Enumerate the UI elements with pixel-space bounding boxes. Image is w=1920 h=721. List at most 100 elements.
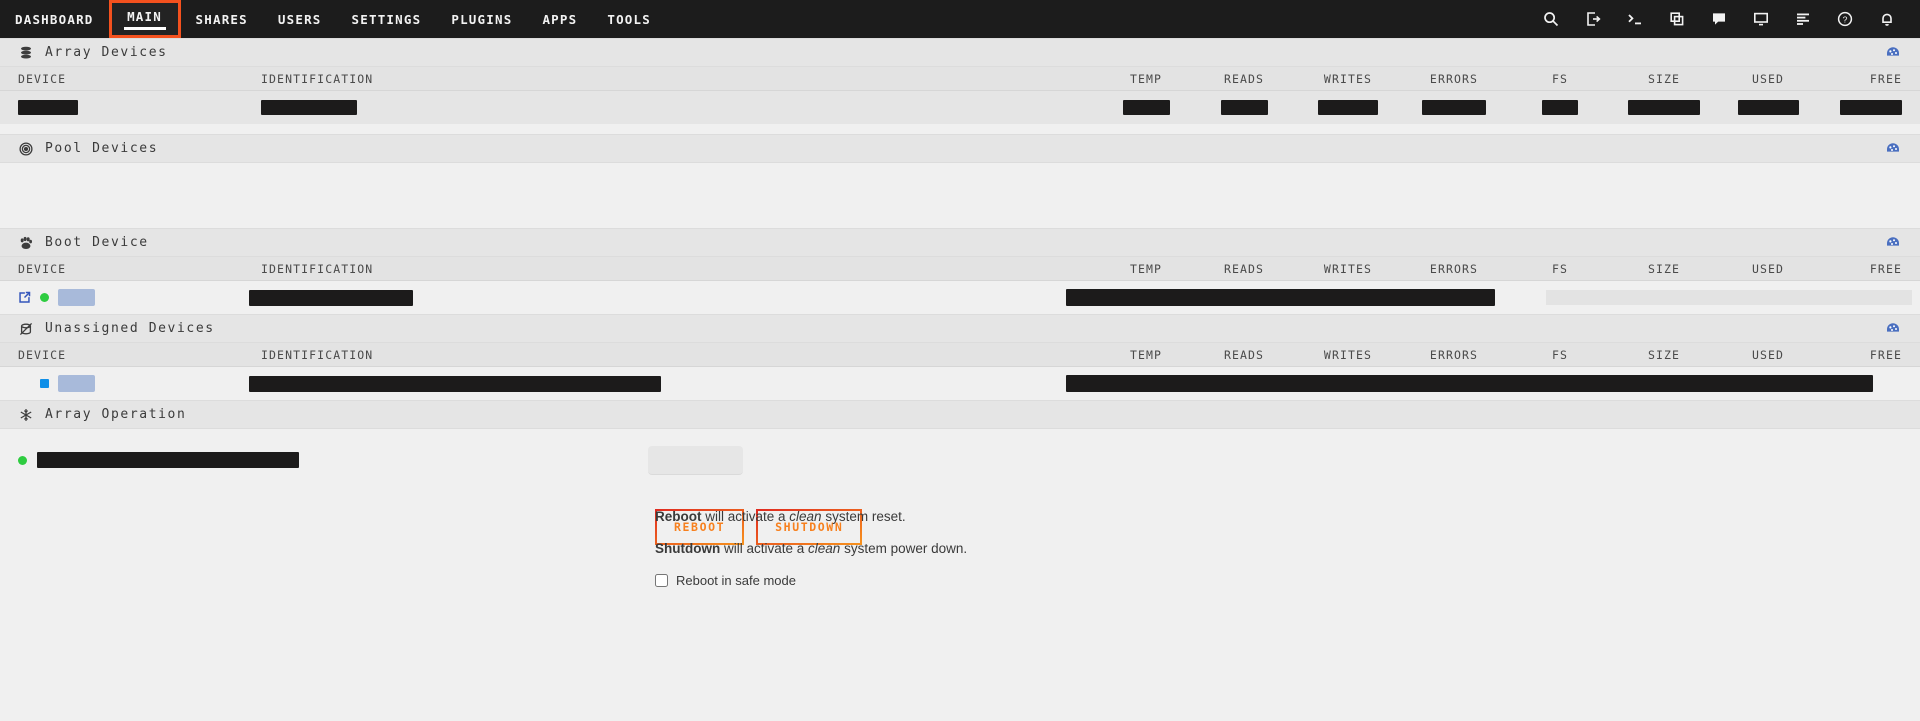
column-header-reads: READS <box>1223 347 1265 362</box>
cell-metrics-redacted <box>1046 375 1920 392</box>
column-header-identification: IDENTIFICATION <box>261 347 374 362</box>
terminal-icon[interactable] <box>1626 10 1644 28</box>
redacted-value <box>1066 375 1874 392</box>
cell-device[interactable] <box>0 289 243 306</box>
nav-item-label: TOOLS <box>607 11 651 27</box>
status-dot <box>18 455 27 465</box>
column-header-used: USED <box>1751 71 1785 86</box>
nav-item-users[interactable]: USERS <box>263 0 337 38</box>
array-operation-body: REBOOT SHUTDOWN Reboot will activate a c… <box>0 429 1920 588</box>
help-icon[interactable]: ? <box>1836 10 1854 28</box>
column-header-device: DEVICE <box>18 347 67 362</box>
target-circles-icon <box>18 141 34 157</box>
array-action-button[interactable] <box>648 445 743 475</box>
nav-item-dashboard[interactable]: DASHBOARD <box>0 0 109 38</box>
boot-device-table: DEVICE IDENTIFICATION TEMP READS WRITES … <box>0 257 1920 314</box>
spacer <box>0 124 1920 134</box>
column-header-errors: ERRORS <box>1429 261 1479 276</box>
globe-help-icon[interactable] <box>1884 44 1902 62</box>
column-header-identification: IDENTIFICATION <box>261 261 374 276</box>
unassigned-disk-icon <box>18 321 34 337</box>
power-actions-row: REBOOT SHUTDOWN Reboot will activate a c… <box>0 491 1920 588</box>
external-link-icon[interactable] <box>18 291 31 304</box>
safe-mode-checkbox[interactable] <box>655 574 668 587</box>
nav-item-apps[interactable]: APPS <box>527 0 592 38</box>
globe-help-icon[interactable] <box>1884 320 1902 338</box>
nav-item-label: USERS <box>277 11 322 27</box>
cell-errors <box>1400 100 1508 115</box>
paw-icon <box>18 235 34 251</box>
top-navigation-bar: DASHBOARD MAIN SHARES USERS SETTINGS PLU… <box>0 0 1920 38</box>
log-icon[interactable] <box>1794 10 1812 28</box>
snowflake-icon <box>18 407 34 423</box>
cell-fs <box>1508 100 1612 115</box>
search-icon[interactable] <box>1542 10 1560 28</box>
display-icon[interactable] <box>1752 10 1770 28</box>
redacted-value <box>261 100 357 115</box>
nav-items: DASHBOARD MAIN SHARES USERS SETTINGS PLU… <box>0 0 666 38</box>
globe-help-icon[interactable] <box>1884 234 1902 252</box>
bell-icon[interactable] <box>1878 10 1896 28</box>
column-header-used: USED <box>1751 347 1785 362</box>
shutdown-text-end: system power down. <box>840 541 968 556</box>
table-row[interactable] <box>0 281 1920 314</box>
cell-used <box>1716 100 1820 115</box>
table-row[interactable] <box>0 367 1920 400</box>
section-title: Boot Device <box>45 235 149 250</box>
cell-device[interactable] <box>0 375 243 392</box>
reboot-button[interactable]: REBOOT <box>655 509 745 545</box>
redacted-value <box>249 289 414 306</box>
reboot-text-mid: will activate a <box>701 509 790 524</box>
copy-icon[interactable] <box>1668 10 1686 28</box>
column-header-used: USED <box>1751 261 1785 276</box>
spacer <box>0 218 1920 228</box>
cell-device[interactable] <box>0 100 255 115</box>
safe-mode-label[interactable]: Reboot in safe mode <box>676 573 796 588</box>
column-header-temp: TEMP <box>1129 261 1163 276</box>
nav-item-tools[interactable]: TOOLS <box>592 0 666 38</box>
shutdown-button[interactable]: SHUTDOWN <box>756 509 863 545</box>
nav-item-shares[interactable]: SHARES <box>181 0 263 38</box>
power-descriptions: Reboot will activate a clean system rese… <box>655 509 967 588</box>
chat-icon[interactable] <box>1710 10 1728 28</box>
nav-item-settings[interactable]: SETTINGS <box>337 0 437 38</box>
column-header-device: DEVICE <box>18 71 67 86</box>
column-header-device: DEVICE <box>18 261 67 276</box>
column-header-writes: WRITES <box>1323 347 1373 362</box>
shutdown-keyword: Shutdown <box>655 541 721 556</box>
active-tab-underline <box>123 26 166 30</box>
cell-identification[interactable] <box>243 289 1046 306</box>
cell-size <box>1612 100 1716 115</box>
nav-item-label: DASHBOARD <box>15 11 94 27</box>
redacted-value <box>18 100 78 115</box>
column-header-temp: TEMP <box>1129 347 1163 362</box>
power-button-group: REBOOT SHUTDOWN <box>18 509 863 545</box>
reboot-keyword: Reboot <box>655 509 702 524</box>
reboot-description: Reboot will activate a clean system rese… <box>655 509 967 524</box>
reboot-emphasis: clean <box>789 509 822 524</box>
nav-item-plugins[interactable]: PLUGINS <box>436 0 527 38</box>
logout-icon[interactable] <box>1584 10 1602 28</box>
table-header-row: DEVICE IDENTIFICATION TEMP READS WRITES … <box>0 67 1920 91</box>
redacted-value <box>1546 290 1913 305</box>
array-devices-table: DEVICE IDENTIFICATION TEMP READS WRITES … <box>0 67 1920 124</box>
globe-help-icon[interactable] <box>1884 140 1902 158</box>
redacted-value <box>58 289 95 306</box>
redacted-value <box>1628 100 1700 115</box>
cell-free <box>1820 100 1920 115</box>
section-header-array-operation: Array Operation <box>0 400 1920 429</box>
nav-item-label: SETTINGS <box>351 11 422 27</box>
column-header-errors: ERRORS <box>1429 347 1479 362</box>
nav-item-label: MAIN <box>127 8 162 24</box>
reboot-text-end: system reset. <box>821 509 906 524</box>
cell-identification[interactable] <box>255 100 1100 115</box>
column-header-size: SIZE <box>1647 71 1681 86</box>
status-dot <box>40 293 49 302</box>
column-header-free: FREE <box>1869 347 1902 362</box>
nav-item-main[interactable]: MAIN <box>108 0 181 38</box>
table-row[interactable] <box>0 91 1920 124</box>
cell-capacity-redacted <box>1536 290 1920 305</box>
cell-identification[interactable] <box>243 375 1046 392</box>
column-header-size: SIZE <box>1647 347 1681 362</box>
nav-item-label: SHARES <box>195 11 248 27</box>
